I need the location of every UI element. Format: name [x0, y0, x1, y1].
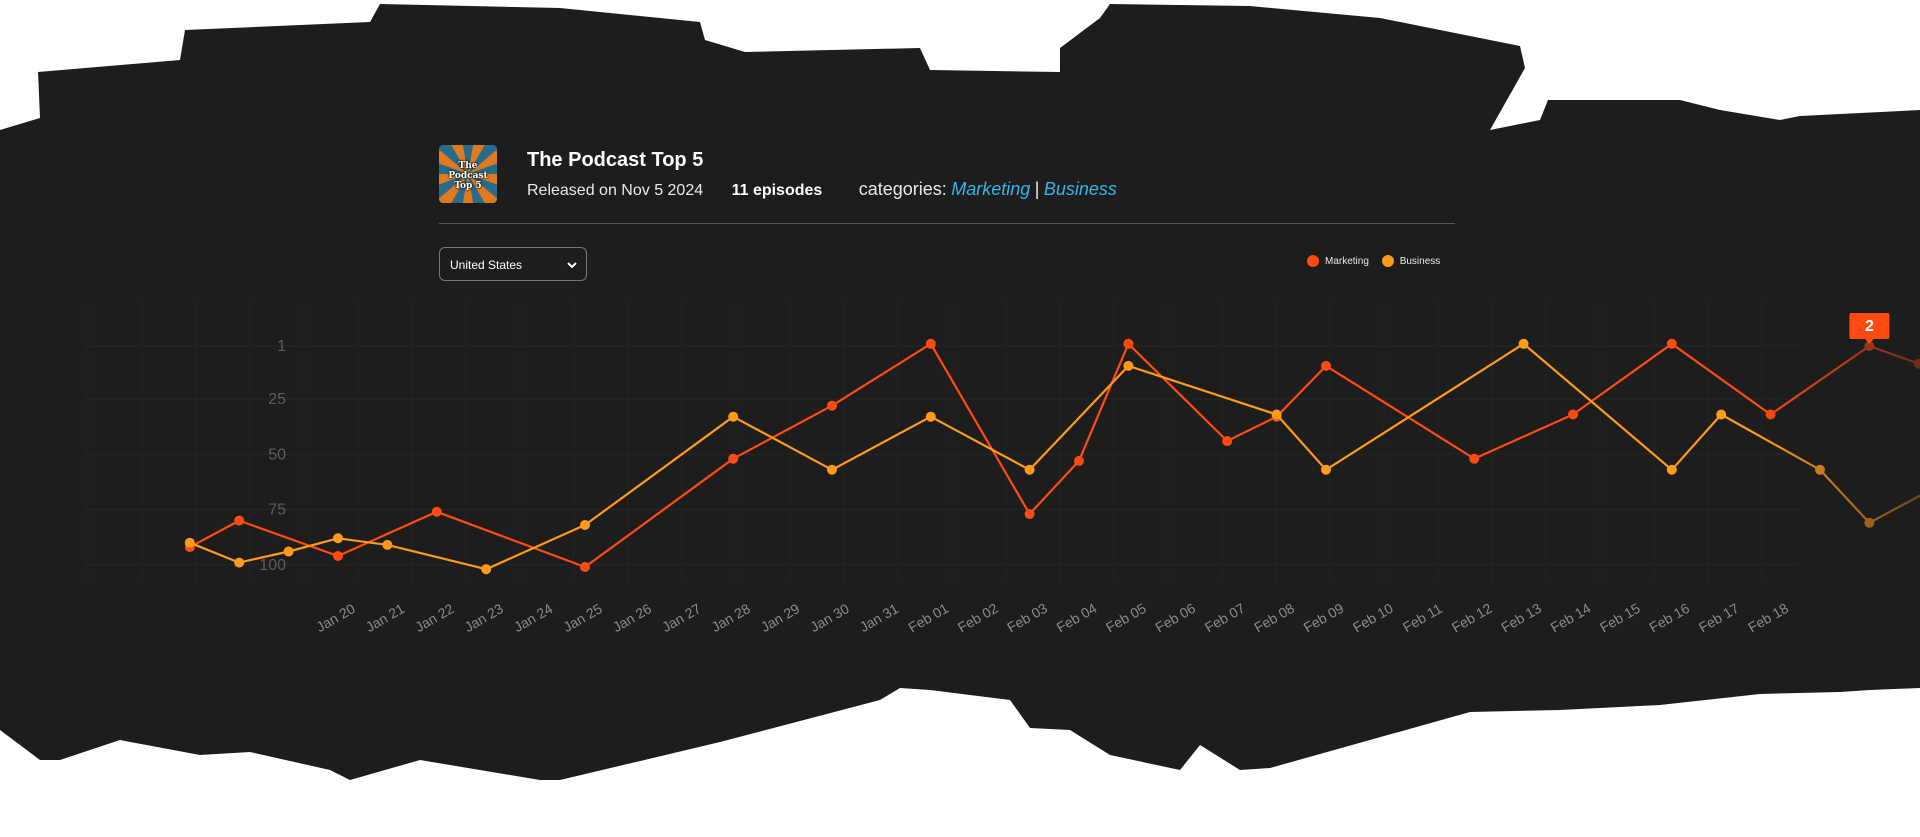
header-divider	[439, 223, 1455, 224]
categories-label: categories:	[858, 179, 947, 199]
category-link-business[interactable]: Business	[1043, 179, 1117, 199]
legend-item-marketing[interactable]: Marketing	[1307, 255, 1369, 267]
category-link-marketing[interactable]: Marketing	[951, 179, 1031, 199]
legend-item-business[interactable]: Business	[1381, 255, 1441, 267]
legend-label-marketing: Marketing	[1325, 255, 1369, 267]
episode-count: 11 episodes	[731, 182, 823, 199]
legend-dot-business	[1381, 255, 1394, 267]
podcast-meta: Released on Nov 5 2024 11 episodes categ…	[527, 179, 1117, 200]
chart-legend: Marketing Business	[1307, 255, 1450, 270]
country-select-value: United States	[450, 258, 523, 272]
release-date: Released on Nov 5 2024	[527, 182, 704, 199]
country-select[interactable]: United States	[439, 247, 587, 281]
chevron-down-icon	[567, 262, 577, 269]
legend-dot-marketing	[1307, 255, 1319, 267]
legend-label-business: Business	[1399, 255, 1441, 267]
podcast-title: The Podcast Top 5	[527, 149, 704, 171]
category-separator: |	[1034, 179, 1040, 199]
podcast-cover-image[interactable]: The Podcast Top 5	[439, 145, 497, 203]
cover-title-text: The Podcast Top 5	[448, 161, 488, 191]
